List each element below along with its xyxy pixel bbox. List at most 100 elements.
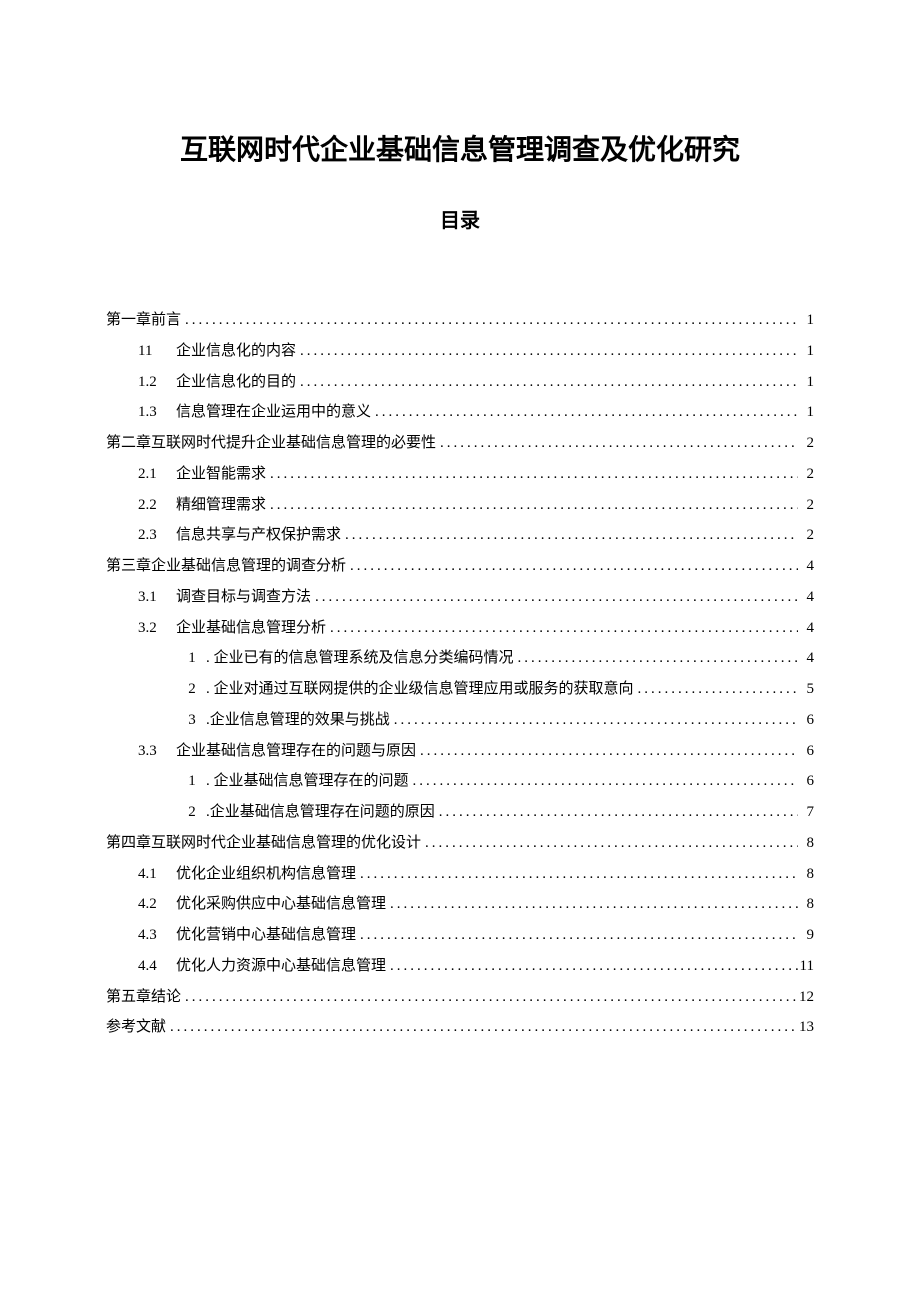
toc-entry-number: 3.1 — [138, 582, 176, 613]
toc-entry-page: 1 — [798, 305, 814, 336]
toc-entry-label: 参考文献 — [106, 1012, 166, 1043]
toc-entry: 2.企业基础信息管理存在问题的原因7 — [106, 797, 814, 828]
toc-entry-label: 调查目标与调查方法 — [176, 582, 311, 613]
toc-entry-page: 8 — [798, 859, 814, 890]
toc-leader-dots — [296, 367, 798, 398]
toc-entry-page: 2 — [798, 459, 814, 490]
toc-entry-page: 4 — [798, 643, 814, 674]
toc-leader-dots — [416, 736, 798, 767]
toc-entry-label: 企业智能需求 — [176, 459, 266, 490]
toc-entry-label: 优化营销中心基础信息管理 — [176, 920, 356, 951]
toc-entry-number: 4.2 — [138, 889, 176, 920]
toc-entry: 2.3信息共享与产权保护需求 2 — [106, 520, 814, 551]
toc-entry: 3.1调查目标与调查方法 4 — [106, 582, 814, 613]
toc-entry-label: 精细管理需求 — [176, 490, 266, 521]
toc-entry: 3.企业信息管理的效果与挑战 6 — [106, 705, 814, 736]
toc-entry-label: 第二章互联网时代提升企业基础信息管理的必要性 — [106, 428, 436, 459]
toc-entry-page: 2 — [798, 520, 814, 551]
toc-entry-number: 2.3 — [138, 520, 176, 551]
toc-entry: 1.2企业信息化的目的1 — [106, 367, 814, 398]
toc-entry: 11企业信息化的内容1 — [106, 336, 814, 367]
toc-entry-number: 2.2 — [138, 490, 176, 521]
toc-leader-dots — [266, 490, 798, 521]
toc-entry-page: 4 — [798, 582, 814, 613]
table-of-contents: 第一章前言111企业信息化的内容11.2企业信息化的目的11.3信息管理在企业运… — [106, 305, 814, 1043]
toc-entry-label: 第四章互联网时代企业基础信息管理的优化设计 — [106, 828, 421, 859]
toc-entry-page: 2 — [798, 490, 814, 521]
toc-entry-page: 8 — [798, 828, 814, 859]
toc-entry-label: 优化人力资源中心基础信息管理 — [176, 951, 386, 982]
toc-entry-number: 4.3 — [138, 920, 176, 951]
toc-leader-dots — [435, 797, 798, 828]
toc-entry: 2.1企业智能需求2 — [106, 459, 814, 490]
toc-entry-page: 5 — [798, 674, 814, 705]
toc-entry-number: 3 — [178, 705, 206, 736]
toc-entry: 4.4优化人力资源中心基础信息管理 11 — [106, 951, 814, 982]
toc-entry-label: .企业信息管理的效果与挑战 — [206, 705, 390, 736]
toc-leader-dots — [436, 428, 798, 459]
toc-entry-number: 1 — [178, 766, 206, 797]
toc-entry-label: .企业基础信息管理存在问题的原因 — [206, 797, 435, 828]
toc-entry-number: 4.1 — [138, 859, 176, 890]
toc-entry-page: 7 — [798, 797, 814, 828]
toc-entry: 3.2企业基础信息管理分析 4 — [106, 613, 814, 644]
document-title: 互联网时代企业基础信息管理调查及优化研究 — [106, 128, 814, 168]
toc-leader-dots — [356, 859, 798, 890]
toc-entry-page: 6 — [798, 766, 814, 797]
toc-entry-page: 12 — [798, 982, 814, 1013]
toc-entry-page: 9 — [798, 920, 814, 951]
toc-entry-page: 6 — [798, 705, 814, 736]
toc-leader-dots — [181, 982, 798, 1013]
toc-entry: 4.1优化企业组织机构信息管理 8 — [106, 859, 814, 890]
toc-leader-dots — [346, 551, 798, 582]
toc-entry: 第五章结论 12 — [106, 982, 814, 1013]
toc-entry-number: 3.2 — [138, 613, 176, 644]
toc-entry: 4.3优化营销中心基础信息管理 9 — [106, 920, 814, 951]
toc-entry-label: 第五章结论 — [106, 982, 181, 1013]
toc-entry: 2. 企业对通过互联网提供的企业级信息管理应用或服务的获取意向5 — [106, 674, 814, 705]
toc-leader-dots — [341, 520, 798, 551]
toc-leader-dots — [386, 889, 798, 920]
toc-entry: 第一章前言 1 — [106, 305, 814, 336]
toc-entry-page: 4 — [798, 551, 814, 582]
toc-leader-dots — [390, 705, 798, 736]
toc-leader-dots — [166, 1012, 798, 1043]
toc-entry-label: 企业信息化的目的 — [176, 367, 296, 398]
toc-entry-page: 1 — [798, 367, 814, 398]
toc-entry-page: 2 — [798, 428, 814, 459]
toc-entry-label: 第一章前言 — [106, 305, 181, 336]
toc-entry-number: 1.3 — [138, 397, 176, 428]
toc-leader-dots — [634, 674, 798, 705]
toc-leader-dots — [356, 920, 798, 951]
toc-entry: 第三章企业基础信息管理的调查分析 4 — [106, 551, 814, 582]
toc-entry-number: 4.4 — [138, 951, 176, 982]
toc-entry: 3.3企业基础信息管理存在的问题与原因 6 — [106, 736, 814, 767]
toc-entry: 2.2精细管理需求 2 — [106, 490, 814, 521]
toc-leader-dots — [409, 766, 798, 797]
toc-entry-label: 优化企业组织机构信息管理 — [176, 859, 356, 890]
toc-leader-dots — [296, 336, 798, 367]
toc-entry-page: 11 — [798, 951, 814, 982]
toc-entry-label: 企业信息化的内容 — [176, 336, 296, 367]
toc-entry-label: 企业基础信息管理存在的问题与原因 — [176, 736, 416, 767]
toc-leader-dots — [371, 397, 798, 428]
toc-leader-dots — [326, 613, 798, 644]
toc-entry-label: 第三章企业基础信息管理的调查分析 — [106, 551, 346, 582]
toc-entry: 第二章互联网时代提升企业基础信息管理的必要性 2 — [106, 428, 814, 459]
toc-entry-number: 2 — [178, 674, 206, 705]
toc-entry-number: 3.3 — [138, 736, 176, 767]
toc-leader-dots — [181, 305, 798, 336]
toc-entry-number: 11 — [138, 336, 176, 367]
toc-leader-dots — [514, 643, 798, 674]
toc-entry-page: 13 — [798, 1012, 814, 1043]
toc-entry-label: 信息共享与产权保护需求 — [176, 520, 341, 551]
toc-leader-dots — [386, 951, 798, 982]
toc-entry-number: 1 — [178, 643, 206, 674]
toc-leader-dots — [266, 459, 798, 490]
toc-entry: 4.2优化采购供应中心基础信息管理8 — [106, 889, 814, 920]
toc-entry-label: 企业基础信息管理分析 — [176, 613, 326, 644]
toc-entry-page: 6 — [798, 736, 814, 767]
toc-entry-label: 信息管理在企业运用中的意义 — [176, 397, 371, 428]
toc-leader-dots — [421, 828, 798, 859]
toc-entry-page: 4 — [798, 613, 814, 644]
